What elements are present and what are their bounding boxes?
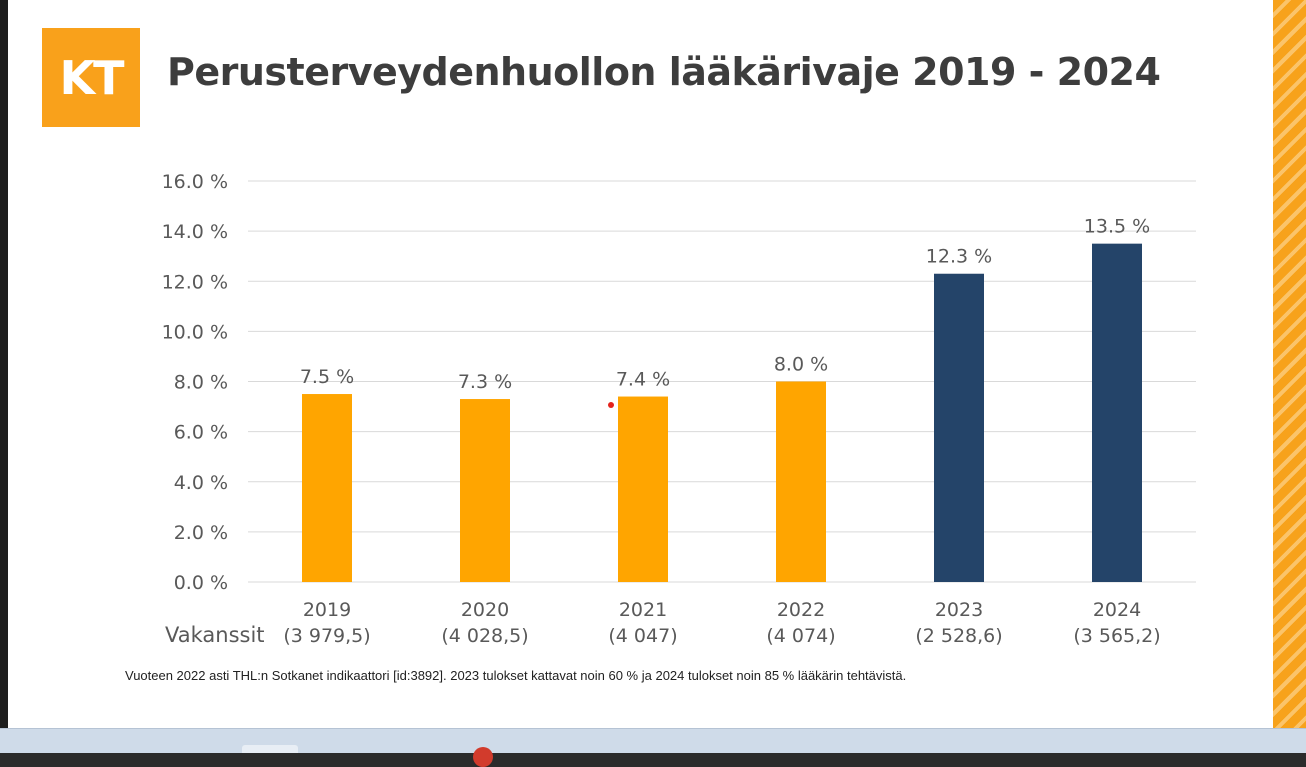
y-tick-label: 8.0 %	[174, 372, 228, 394]
y-tick-label: 14.0 %	[162, 221, 228, 243]
y-tick-label: 10.0 %	[162, 321, 228, 343]
x-category-label: 2019	[303, 599, 351, 621]
y-tick-label: 6.0 %	[174, 422, 228, 444]
footnote: Vuoteen 2022 asti THL:n Sotkanet indikaa…	[125, 668, 907, 683]
y-axis-ticks: 0.0 % 2.0 % 4.0 % 6.0 % 8.0 % 10.0 % 12.0 % 14.…	[162, 171, 228, 594]
y-tick-label: 0.0 %	[174, 572, 228, 594]
slide: KT Perusterveydenhuollon lääkärivaje 201…	[8, 0, 1273, 728]
bar-value-label: 7.3 %	[458, 371, 512, 393]
bar-2020	[460, 399, 510, 582]
y-tick-label: 16.0 %	[162, 171, 228, 193]
bar-2019	[302, 394, 352, 582]
bar-2021	[618, 396, 668, 582]
x-category-sublabel: (4 028,5)	[441, 625, 528, 647]
bar-2024	[1092, 243, 1142, 582]
bar-value-label: 8.0 %	[774, 354, 828, 376]
bar-2023	[934, 273, 984, 582]
x-category-label: 2023	[935, 599, 983, 621]
taskbar	[0, 728, 1306, 767]
bars	[302, 243, 1142, 582]
x-category-sublabel: (2 528,6)	[915, 625, 1002, 647]
bar-value-label: 7.4 %	[616, 369, 670, 391]
slide-title: Perusterveydenhuollon lääkärivaje 2019 -…	[167, 50, 1161, 94]
y-tick-label: 12.0 %	[162, 271, 228, 293]
red-dot-marker	[608, 402, 614, 408]
bar-2022	[776, 381, 826, 582]
x-category-sublabel: (3 979,5)	[283, 625, 370, 647]
kt-logo: KT	[42, 28, 140, 127]
vakanssit-label: Vakanssit	[165, 623, 265, 647]
y-tick-label: 4.0 %	[174, 472, 228, 494]
bar-chart: 0.0 % 2.0 % 4.0 % 6.0 % 8.0 % 10.0 % 12.0 % 14.…	[162, 171, 1196, 647]
taskbar-item[interactable]	[242, 745, 298, 753]
x-category-label: 2021	[619, 599, 667, 621]
bar-value-label: 12.3 %	[926, 246, 992, 268]
taskbar-app-icon[interactable]	[473, 747, 493, 767]
x-category-label: 2022	[777, 599, 825, 621]
decorative-stripe	[1273, 0, 1306, 728]
x-category-sublabel: (4 074)	[766, 625, 835, 647]
x-category-sublabel: (3 565,2)	[1073, 625, 1160, 647]
y-tick-label: 2.0 %	[174, 522, 228, 544]
x-axis-categories: 2019 (3 979,5) 2020 (4 028,5) 2021 (4 047) 202…	[283, 599, 1160, 647]
bar-value-label: 7.5 %	[300, 366, 354, 388]
window-edge	[0, 0, 8, 728]
x-category-label: 2020	[461, 599, 509, 621]
x-category-sublabel: (4 047)	[608, 625, 677, 647]
x-category-label: 2024	[1093, 599, 1141, 621]
grid-lines	[248, 180, 1196, 583]
bar-value-labels: 7.5 % 7.3 % 7.4 % 8.0 % 12.3 % 13.5 %	[300, 216, 1150, 393]
bar-value-label: 13.5 %	[1084, 216, 1150, 238]
